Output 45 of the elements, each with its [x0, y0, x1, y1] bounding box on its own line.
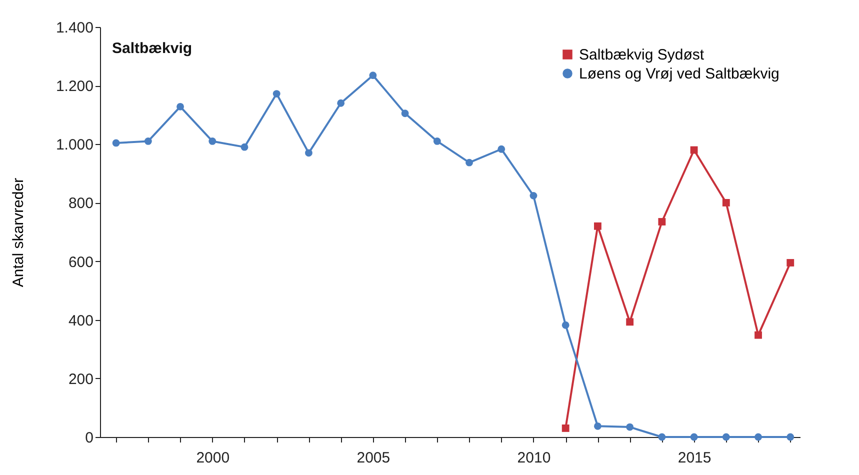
point [786, 259, 794, 266]
point [722, 433, 730, 441]
point [433, 138, 441, 145]
point [337, 99, 345, 107]
point [144, 138, 152, 145]
point [626, 423, 634, 431]
point [112, 139, 120, 147]
y-tick-label: 1.200 [56, 78, 94, 96]
point [562, 424, 570, 432]
point [594, 422, 602, 430]
y-tick-label: 0 [85, 430, 94, 446]
point [562, 321, 570, 329]
point [658, 433, 666, 441]
point [305, 149, 312, 157]
point [626, 318, 634, 326]
point [690, 433, 698, 441]
point [272, 90, 280, 98]
y-tick-label: 1.000 [56, 136, 94, 154]
point [466, 158, 473, 166]
y-axis-title: Antal skarvreder [10, 178, 27, 288]
point [530, 192, 538, 200]
point [658, 218, 666, 226]
y-tick-label: 1.400 [56, 20, 94, 36]
point [240, 143, 248, 151]
x-tick-label: 2015 [678, 450, 712, 466]
point [754, 433, 762, 441]
point [208, 138, 216, 145]
y-tick-label: 800 [68, 195, 94, 212]
point [754, 331, 762, 339]
point [594, 222, 602, 230]
point [786, 433, 794, 441]
y-tick-label: 200 [68, 370, 94, 388]
point [498, 145, 506, 153]
point [401, 110, 409, 118]
text: Saltbækvig [112, 40, 192, 57]
point [722, 199, 730, 206]
point [176, 102, 184, 110]
y-tick-label: 400 [68, 312, 94, 330]
x-tick-label: 2000 [196, 450, 230, 466]
x-tick-label: 2005 [356, 450, 390, 466]
legend-label: Saltbækvig Sydøst [579, 46, 705, 64]
y-tick-label: 600 [68, 254, 94, 271]
legend-label: Løens og Vrøj ved Saltbækvig [579, 66, 780, 82]
x-tick-label: 2010 [517, 450, 551, 466]
point [369, 72, 377, 80]
